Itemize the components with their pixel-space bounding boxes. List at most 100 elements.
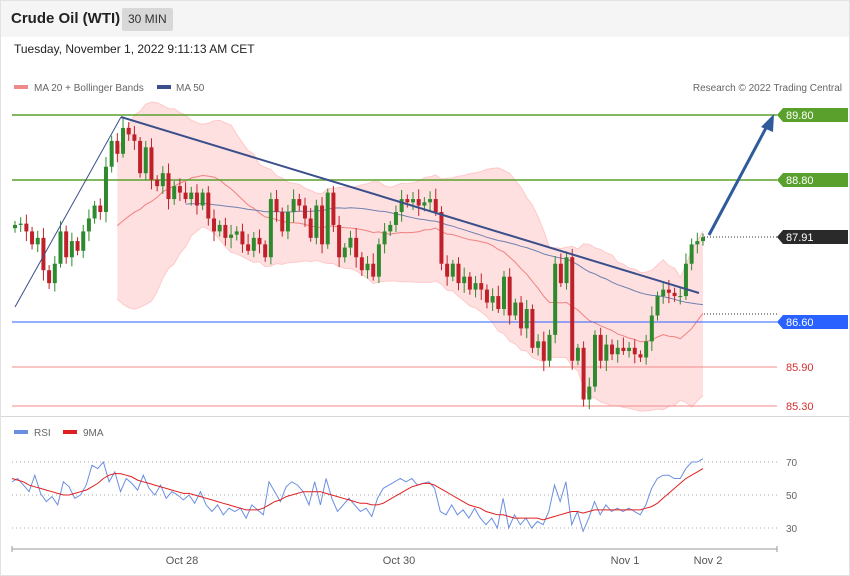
candle	[234, 226, 239, 241]
candle	[627, 341, 632, 358]
candle-body	[655, 296, 660, 316]
candle-body	[541, 341, 546, 361]
instrument-title: Crude Oil (WTI)	[11, 10, 121, 27]
candle-body	[149, 147, 154, 180]
rsi-tick-70: 70	[786, 458, 798, 469]
candle-body	[103, 166, 108, 212]
candle	[553, 255, 558, 344]
candle	[138, 136, 143, 178]
candle-body	[547, 334, 552, 361]
candle-body	[558, 263, 563, 284]
rsi-tick-50: 50	[786, 491, 798, 502]
candle-body	[422, 202, 427, 206]
candle-body	[320, 205, 325, 245]
candle	[411, 191, 416, 211]
candle-body	[92, 205, 97, 219]
candle-body	[376, 244, 381, 277]
candle-body	[342, 247, 347, 258]
candle-body	[115, 140, 120, 154]
candle-body	[337, 224, 342, 258]
candle	[160, 166, 165, 194]
candle	[524, 299, 529, 339]
rsi-tick-30: 30	[786, 524, 798, 535]
candle	[405, 194, 410, 208]
candle	[35, 230, 40, 253]
candle-body	[644, 341, 649, 358]
candle	[183, 182, 188, 203]
candle-body	[490, 296, 495, 303]
candle-body	[257, 237, 262, 245]
candle-body	[331, 192, 336, 225]
candle	[371, 253, 376, 281]
candle-body	[234, 231, 239, 235]
candle-body	[627, 347, 632, 352]
candle-body	[689, 244, 694, 264]
candle-body	[439, 212, 444, 264]
candle	[126, 122, 131, 141]
candle-body	[666, 289, 671, 293]
candle	[695, 232, 700, 254]
candle-body	[280, 212, 285, 232]
candle-body	[109, 140, 114, 167]
candle-body	[229, 234, 234, 238]
candle-body	[632, 347, 637, 355]
candle	[587, 377, 592, 410]
candle-body	[570, 257, 575, 361]
candle-body	[678, 296, 683, 298]
timeframe-badge[interactable]: 30 MIN	[122, 8, 173, 31]
candle-body	[661, 289, 666, 297]
candle	[177, 178, 182, 202]
candle-body	[24, 223, 29, 232]
candle	[24, 214, 29, 242]
candle-body	[456, 263, 461, 284]
candle-body	[530, 309, 535, 348]
panel-divider	[1, 416, 849, 417]
candle	[644, 334, 649, 365]
candle-body	[212, 218, 217, 232]
candle	[223, 217, 228, 246]
rsi-legend-swatch	[14, 430, 28, 434]
candle-body	[592, 334, 597, 387]
candle-body	[297, 199, 302, 206]
candle	[274, 190, 279, 222]
candle-body	[132, 134, 137, 141]
candle	[64, 225, 69, 264]
candle-body	[462, 276, 467, 284]
projection-arrow-shaft	[707, 125, 769, 236]
candle	[416, 189, 421, 216]
candle	[320, 197, 325, 254]
candle-body	[194, 192, 199, 206]
candle-body	[604, 344, 609, 361]
candle	[280, 207, 285, 237]
candle	[428, 191, 433, 211]
candle-body	[75, 241, 80, 251]
candle	[75, 237, 80, 256]
candle	[621, 337, 626, 355]
candle-body	[428, 199, 433, 203]
candle-body	[86, 218, 91, 232]
candle-body	[649, 315, 654, 342]
candle-body	[371, 263, 376, 277]
tag-current-price: 87.91	[777, 230, 848, 244]
candle	[592, 330, 597, 392]
candle	[337, 215, 342, 267]
candle-body	[206, 192, 211, 219]
candle-body	[513, 302, 518, 316]
candle-body	[18, 223, 23, 225]
candle-body	[416, 199, 421, 206]
candle	[433, 188, 438, 216]
candle-body	[189, 192, 194, 200]
candle-body	[695, 241, 700, 245]
candle	[132, 125, 137, 150]
candle	[348, 230, 353, 256]
candle-body	[58, 231, 63, 264]
candle-body	[564, 257, 569, 284]
candle-body	[393, 212, 398, 225]
candle	[399, 190, 404, 222]
candle-body	[638, 354, 643, 358]
candle	[547, 329, 552, 367]
candle-body	[166, 173, 171, 200]
candle	[615, 340, 620, 363]
candle	[376, 238, 381, 284]
ma50-legend-swatch	[157, 85, 171, 89]
